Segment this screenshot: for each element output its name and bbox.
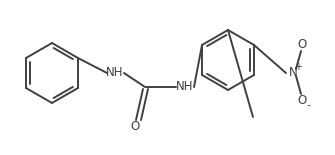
Text: NH: NH [106, 66, 124, 80]
Text: +: + [294, 62, 302, 72]
Text: N: N [289, 66, 297, 80]
Text: NH: NH [176, 80, 194, 93]
Text: O: O [297, 93, 307, 106]
Text: O: O [130, 120, 140, 133]
Text: O: O [297, 38, 307, 51]
Text: -: - [306, 100, 310, 110]
